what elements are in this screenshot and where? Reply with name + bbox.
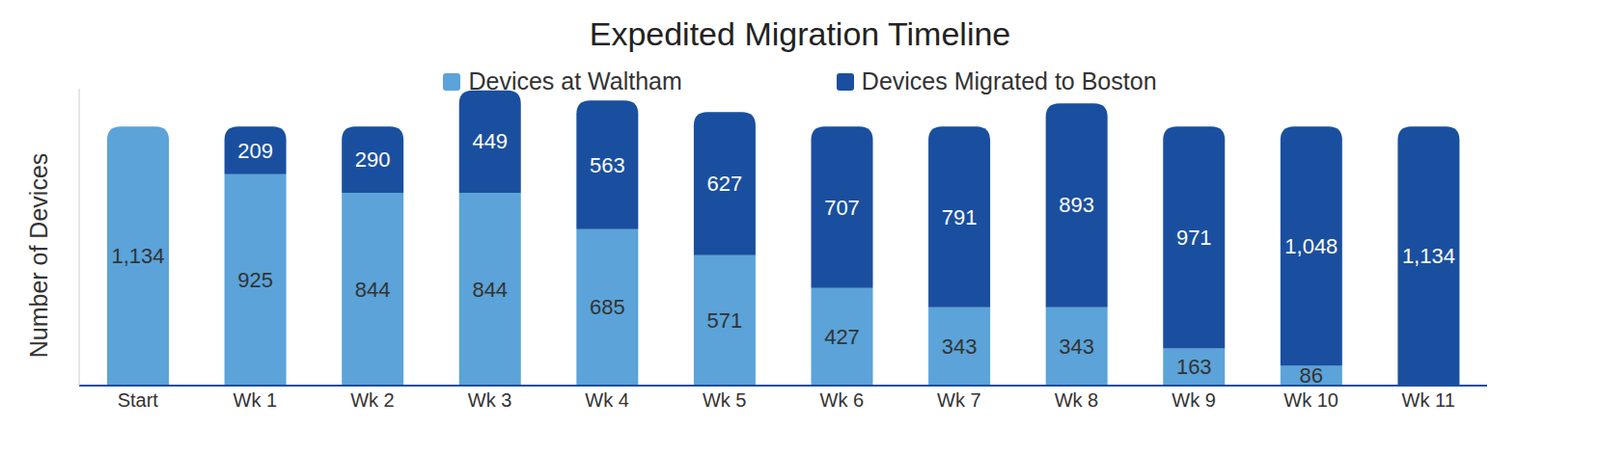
svg-text:Wk 6: Wk 6	[820, 389, 865, 412]
svg-text:Wk 5: Wk 5	[702, 389, 747, 412]
svg-text:Wk 1: Wk 1	[233, 389, 278, 412]
svg-text:Wk 8: Wk 8	[1054, 389, 1100, 412]
svg-text:449: 449	[471, 129, 508, 154]
svg-text:1,134: 1,134	[1402, 244, 1456, 269]
svg-text:707: 707	[824, 195, 860, 221]
html-text:Devices Migrated to Boston: Devices Migrated to Boston	[861, 67, 1157, 95]
html-text:Devices at Waltham: Devices at Waltham	[468, 67, 683, 95]
svg-text:571: 571	[707, 308, 744, 333]
svg-text:1,048: 1,048	[1284, 234, 1338, 259]
svg-text:290: 290	[355, 147, 391, 172]
svg-text:685: 685	[589, 295, 626, 320]
svg-text:627: 627	[707, 171, 744, 196]
svg-text:791: 791	[941, 205, 978, 230]
html-text:Number of Devices: Number of Devices	[24, 153, 52, 359]
svg-text:Wk 9: Wk 9	[1171, 389, 1216, 412]
svg-text:Wk 7: Wk 7	[937, 389, 982, 412]
html-text:Expedited Migration Timeline: Expedited Migration Timeline	[589, 15, 1011, 53]
svg-text:343: 343	[1058, 334, 1095, 359]
svg-text:163: 163	[1176, 355, 1213, 380]
svg-text:893: 893	[1058, 193, 1095, 218]
svg-text:343: 343	[941, 334, 978, 359]
svg-text:563: 563	[589, 153, 626, 178]
svg-text:86: 86	[1299, 363, 1324, 388]
svg-text:209: 209	[237, 138, 274, 164]
svg-text:844: 844	[355, 277, 391, 303]
svg-text:844: 844	[471, 277, 508, 303]
svg-text:Wk 10: Wk 10	[1283, 389, 1339, 412]
svg-text:Wk 2: Wk 2	[350, 389, 395, 412]
svg-text:427: 427	[824, 325, 860, 350]
svg-text:1,134: 1,134	[110, 244, 165, 269]
svg-text:Wk 4: Wk 4	[584, 389, 630, 412]
svg-text:Wk 3: Wk 3	[468, 389, 513, 412]
svg-text:Wk 11: Wk 11	[1402, 389, 1456, 412]
svg-text:Start: Start	[117, 389, 160, 412]
svg-text:971: 971	[1176, 225, 1213, 250]
svg-text:925: 925	[237, 268, 274, 293]
